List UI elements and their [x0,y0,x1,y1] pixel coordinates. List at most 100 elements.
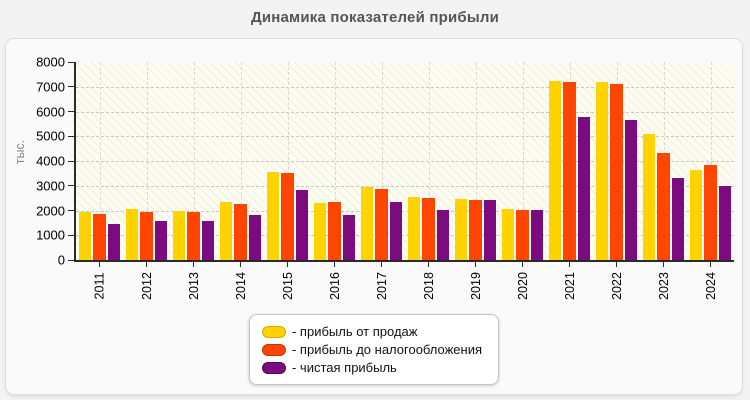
bar [548,80,562,260]
x-axis-tick [287,262,288,267]
x-tick-label-text: 2024 [703,272,718,300]
bar [125,209,139,260]
x-tick-label: 2023 [644,269,684,303]
h-gridline [76,86,734,88]
x-tick-label-text: 2011 [92,272,107,300]
bar [704,165,717,260]
y-axis-tick [68,160,74,162]
bar [718,185,732,260]
bar [389,201,403,260]
x-tick-label: 2024 [691,269,731,303]
x-tick-label: 2012 [127,269,167,303]
legend-item: - прибыль от продаж [261,324,482,339]
x-axis-tick [569,262,570,267]
v-gridline [287,62,289,260]
h-gridline [76,185,734,187]
v-gridline [334,62,336,260]
bar [154,221,168,260]
x-tick-label-text: 2014 [233,272,248,300]
bar [234,203,247,260]
h-gridline [76,161,734,162]
bar [187,211,200,260]
x-tick-label: 2013 [174,269,214,303]
x-axis-tick [428,262,429,267]
v-gridline [381,62,383,260]
x-axis-tick [663,262,664,267]
bar [436,209,450,260]
y-tick-label: 0 [57,252,65,268]
x-tick-label: 2021 [550,269,590,303]
bar [172,210,186,260]
y-tick-label: 7000 [36,79,65,95]
x-tick-label-text: 2015 [280,272,295,300]
chart-title: Динамика показателей прибыли [250,9,500,26]
bar-group-2023 [642,62,685,260]
v-gridline [240,62,242,260]
x-axis-tick [240,262,241,267]
bar [516,210,529,260]
v-gridline [522,62,524,260]
x-tick-label-text: 2012 [139,272,154,300]
bar-group-2021 [548,62,591,260]
bar-group-2022 [595,62,638,260]
bar [360,187,374,260]
bar-group-2017 [360,62,403,260]
x-tick-label-text: 2016 [327,272,342,300]
x-axis-tick [381,262,382,267]
x-axis-tick [334,262,335,267]
v-gridline [710,62,712,260]
bar-group-2011 [78,62,121,260]
x-tick-label: 2011 [80,269,120,303]
bar [422,197,435,260]
bar [671,177,685,260]
x-tick-label-text: 2020 [515,272,530,300]
h-gridline [76,111,734,113]
bar [454,199,468,260]
x-tick-label: 2015 [268,269,308,303]
bar [201,221,215,260]
bar [469,199,482,260]
v-gridline [146,62,148,260]
h-gridline [76,235,734,237]
legend-swatch [261,361,286,374]
bar [328,202,341,260]
y-tick-label: 1000 [36,227,65,243]
y-tick-label: 5000 [36,128,65,144]
legend-item: - прибыль до налогообложения [261,342,482,357]
x-tick-label-text: 2017 [374,272,389,300]
bar [375,189,388,260]
h-gridline [76,210,734,212]
bar [642,133,656,260]
x-axis-tick [522,262,523,267]
y-axis-tick [68,185,74,187]
legend-swatch [261,343,286,356]
bar [407,196,421,260]
plot-area: тыс. 0 1000 2000 3000 4000 5000 6000 7000 8000 20… [13,55,734,300]
x-tick-label: 2019 [456,269,496,303]
bar-group-2012 [125,62,168,260]
x-axis-tick [710,262,711,267]
legend-label: - прибыль от продаж [291,324,418,339]
bar-group-2024 [689,62,732,260]
bar [342,215,356,260]
bar [501,208,515,260]
bar-group-2014 [219,62,262,260]
bar [483,199,497,260]
x-tick-label: 2014 [221,269,261,303]
v-gridline [428,62,430,260]
x-tick-label-text: 2018 [421,272,436,300]
bar [610,83,623,260]
bar [530,209,544,260]
bar [689,169,703,260]
y-axis-tick [68,234,74,236]
y-axis-tick [68,135,74,137]
legend-swatch [261,325,286,338]
x-tick-label-text: 2023 [656,272,671,300]
bar [577,116,591,260]
x-axis-tick [475,262,476,267]
bar [595,81,609,260]
y-axis-tick [68,86,74,88]
legend: - прибыль от продаж - прибыль до налогооб… [248,314,500,385]
bar [78,211,92,260]
